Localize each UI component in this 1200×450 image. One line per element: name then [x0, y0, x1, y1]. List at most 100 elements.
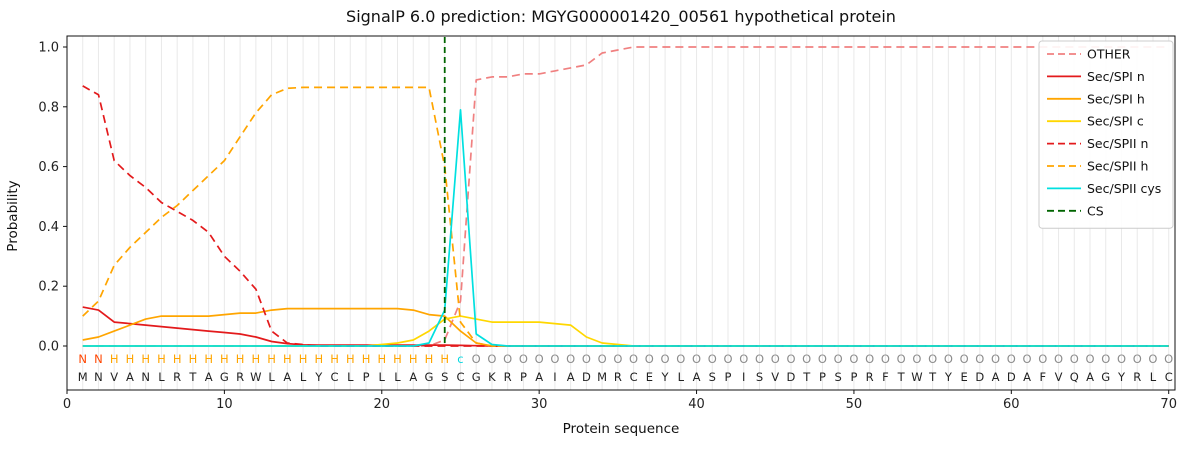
svg-text:W: W [911, 370, 922, 384]
svg-text:O: O [613, 352, 622, 366]
series-sec-spii-n [82, 85, 1169, 347]
svg-text:L: L [268, 370, 275, 384]
svg-text:R: R [1133, 370, 1141, 384]
svg-text:T: T [188, 370, 197, 384]
svg-text:M: M [78, 370, 88, 384]
svg-text:O: O [771, 352, 780, 366]
series-lines [82, 46, 1169, 347]
svg-text:O: O [897, 352, 906, 366]
svg-text:T: T [897, 370, 906, 384]
svg-text:H: H [440, 352, 449, 366]
svg-text:O: O [629, 352, 638, 366]
svg-text:O: O [472, 352, 481, 366]
svg-text:A: A [992, 370, 1000, 384]
svg-text:T: T [928, 370, 937, 384]
svg-text:O: O [834, 352, 843, 366]
svg-text:0.4: 0.4 [38, 220, 59, 235]
svg-text:H: H [346, 352, 355, 366]
svg-text:D: D [1007, 370, 1016, 384]
legend-label: CS [1087, 203, 1104, 218]
series-sec-spi-c [82, 315, 1169, 347]
svg-text:F: F [882, 370, 889, 384]
svg-text:M: M [597, 370, 607, 384]
svg-text:E: E [646, 370, 653, 384]
svg-text:0.2: 0.2 [38, 280, 59, 295]
svg-text:Q: Q [1070, 370, 1079, 384]
legend-item-sec-spi-c: Sec/SPI c [1047, 114, 1144, 129]
legend-label: OTHER [1087, 47, 1131, 62]
svg-text:H: H [157, 352, 166, 366]
svg-text:L: L [300, 370, 307, 384]
svg-text:O: O [503, 352, 512, 366]
svg-text:N: N [94, 370, 103, 384]
svg-text:H: H [236, 352, 245, 366]
legend: OTHER Sec/SPI n Sec/SPI h Sec/SPI c Sec/SPII… [1038, 40, 1174, 229]
svg-text:O: O [519, 352, 528, 366]
legend-item-cs: CS [1047, 203, 1104, 218]
svg-text:D: D [787, 370, 796, 384]
svg-text:A: A [1023, 370, 1031, 384]
svg-text:L: L [678, 370, 685, 384]
svg-text:G: G [472, 370, 481, 384]
svg-text:50: 50 [846, 397, 863, 412]
svg-text:H: H [362, 352, 371, 366]
svg-text:H: H [425, 352, 434, 366]
legend-label: Sec/SPI c [1087, 114, 1144, 129]
legend-box [1038, 40, 1174, 229]
svg-text:O: O [645, 352, 654, 366]
svg-text:F: F [1039, 370, 1046, 384]
svg-text:O: O [944, 352, 953, 366]
series-sec-spi-h [82, 307, 1169, 347]
svg-text:10: 10 [216, 397, 233, 412]
svg-text:S: S [756, 370, 763, 384]
svg-text:N: N [94, 352, 103, 366]
svg-text:H: H [377, 352, 386, 366]
svg-text:V: V [1055, 370, 1063, 384]
legend-item-sec-spii-h: Sec/SPII h [1047, 159, 1148, 174]
svg-text:P: P [850, 370, 857, 384]
svg-text:D: D [582, 370, 591, 384]
svg-text:A: A [535, 370, 543, 384]
svg-text:0.6: 0.6 [38, 160, 59, 175]
svg-text:O: O [598, 352, 607, 366]
x-axis-label: Protein sequence [563, 421, 680, 437]
svg-text:O: O [1070, 352, 1079, 366]
svg-text:H: H [252, 352, 261, 366]
svg-text:L: L [158, 370, 165, 384]
svg-text:W: W [250, 370, 261, 384]
svg-text:H: H [189, 352, 198, 366]
svg-text:O: O [1007, 352, 1016, 366]
svg-text:H: H [220, 352, 229, 366]
svg-text:R: R [236, 370, 244, 384]
svg-text:30: 30 [531, 397, 548, 412]
svg-text:O: O [818, 352, 827, 366]
svg-text:20: 20 [373, 397, 390, 412]
svg-text:O: O [535, 352, 544, 366]
svg-text:E: E [960, 370, 967, 384]
svg-text:c: c [457, 352, 463, 366]
svg-text:0.0: 0.0 [38, 340, 59, 355]
svg-text:A: A [409, 370, 417, 384]
svg-text:H: H [141, 352, 150, 366]
series-sec-spii-cys [82, 108, 1169, 347]
svg-text:O: O [550, 352, 559, 366]
legend-item-other: OTHER [1047, 47, 1131, 62]
legend-label: Sec/SPII cys [1087, 181, 1161, 196]
svg-text:P: P [363, 370, 370, 384]
svg-text:L: L [347, 370, 354, 384]
svg-text:H: H [126, 352, 135, 366]
legend-label: Sec/SPII h [1087, 159, 1148, 174]
svg-text:H: H [267, 352, 276, 366]
svg-text:O: O [723, 352, 732, 366]
svg-text:O: O [487, 352, 496, 366]
svg-text:A: A [126, 370, 134, 384]
svg-text:H: H [330, 352, 339, 366]
svg-text:P: P [725, 370, 732, 384]
legend-item-sec-spi-n: Sec/SPI n [1047, 69, 1145, 84]
svg-text:A: A [283, 370, 291, 384]
svg-text:A: A [567, 370, 575, 384]
svg-text:N: N [141, 370, 150, 384]
svg-text:O: O [1038, 352, 1047, 366]
svg-text:O: O [1054, 352, 1063, 366]
